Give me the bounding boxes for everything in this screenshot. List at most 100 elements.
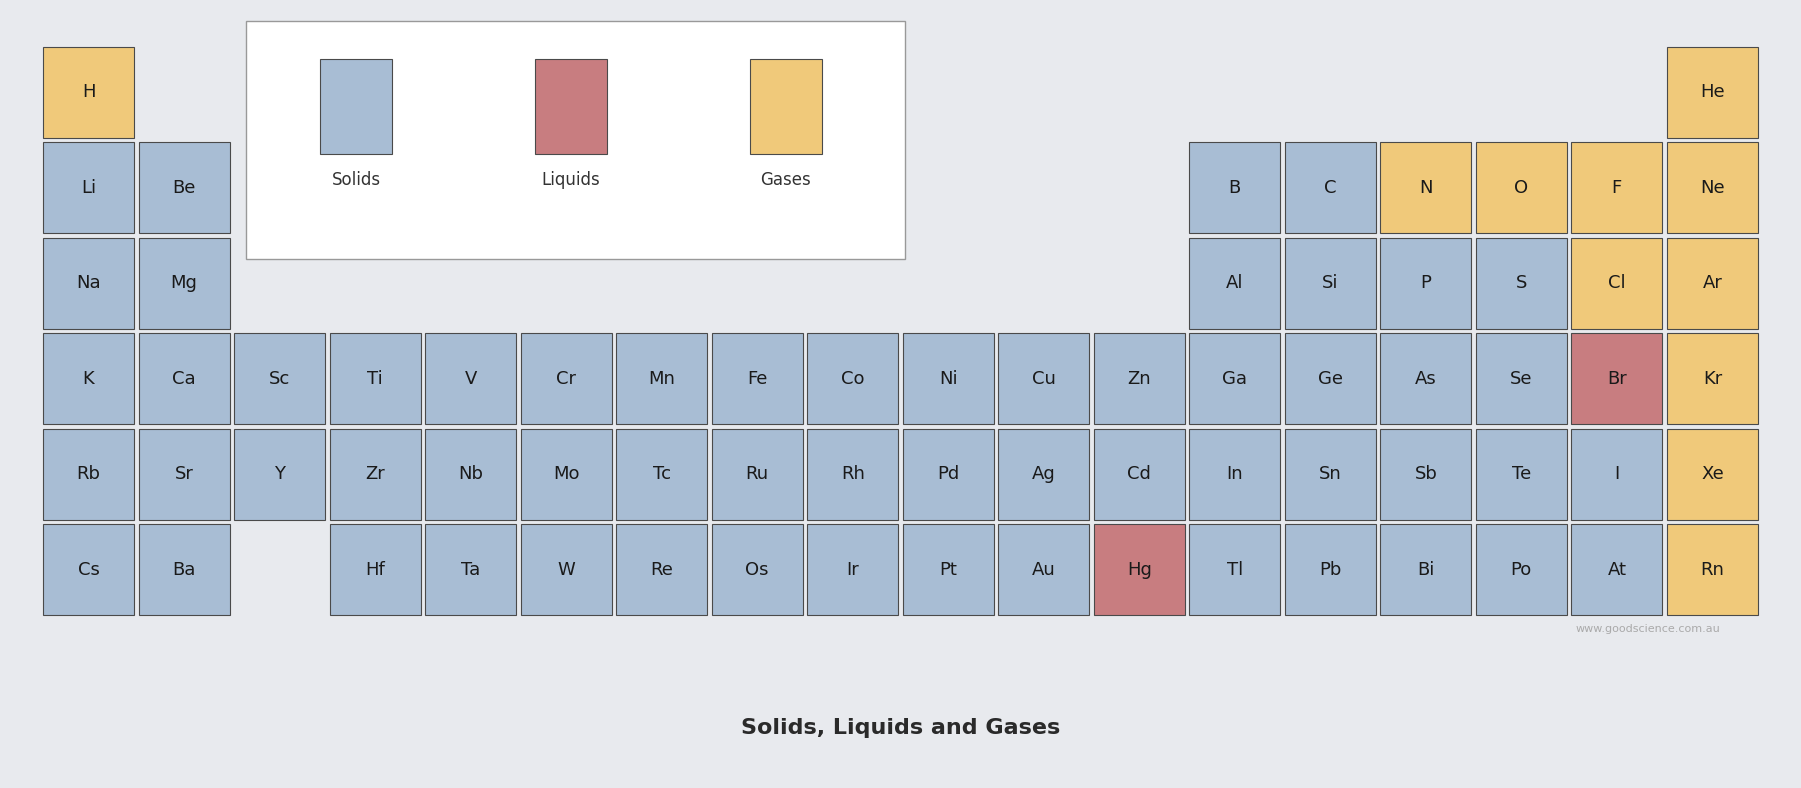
Text: N: N [1419, 179, 1432, 197]
FancyBboxPatch shape [1668, 143, 1758, 233]
Text: Zn: Zn [1127, 370, 1151, 388]
Text: V: V [465, 370, 477, 388]
FancyBboxPatch shape [139, 429, 229, 519]
FancyBboxPatch shape [711, 333, 803, 424]
FancyBboxPatch shape [1477, 429, 1567, 519]
Text: K: K [83, 370, 94, 388]
Text: Na: Na [76, 274, 101, 292]
FancyBboxPatch shape [902, 333, 994, 424]
Text: F: F [1612, 179, 1623, 197]
FancyBboxPatch shape [1380, 524, 1471, 615]
FancyBboxPatch shape [1380, 143, 1471, 233]
FancyBboxPatch shape [1189, 333, 1281, 424]
FancyBboxPatch shape [1477, 143, 1567, 233]
FancyBboxPatch shape [902, 429, 994, 519]
FancyBboxPatch shape [998, 429, 1090, 519]
FancyBboxPatch shape [1284, 429, 1376, 519]
FancyBboxPatch shape [1093, 524, 1185, 615]
FancyBboxPatch shape [807, 524, 899, 615]
Text: Liquids: Liquids [542, 172, 600, 189]
FancyBboxPatch shape [43, 429, 133, 519]
Text: Kr: Kr [1702, 370, 1722, 388]
FancyBboxPatch shape [43, 143, 133, 233]
Text: Mn: Mn [648, 370, 675, 388]
Text: Pd: Pd [937, 465, 960, 483]
FancyBboxPatch shape [616, 524, 708, 615]
FancyBboxPatch shape [1572, 238, 1662, 329]
FancyBboxPatch shape [535, 59, 607, 154]
FancyBboxPatch shape [807, 333, 899, 424]
FancyBboxPatch shape [749, 59, 821, 154]
Text: Nb: Nb [457, 465, 483, 483]
FancyBboxPatch shape [998, 333, 1090, 424]
Text: www.goodscience.com.au: www.goodscience.com.au [1576, 624, 1720, 634]
FancyBboxPatch shape [1284, 143, 1376, 233]
Text: Li: Li [81, 179, 95, 197]
FancyBboxPatch shape [1477, 333, 1567, 424]
Text: Mo: Mo [553, 465, 580, 483]
Text: Mg: Mg [171, 274, 198, 292]
FancyBboxPatch shape [330, 429, 421, 519]
Text: Tc: Tc [652, 465, 670, 483]
FancyBboxPatch shape [520, 333, 612, 424]
FancyBboxPatch shape [998, 524, 1090, 615]
FancyBboxPatch shape [1189, 238, 1281, 329]
FancyBboxPatch shape [43, 238, 133, 329]
Text: Ti: Ti [367, 370, 384, 388]
FancyBboxPatch shape [711, 429, 803, 519]
Text: Re: Re [650, 561, 674, 578]
Text: Co: Co [841, 370, 864, 388]
FancyBboxPatch shape [1572, 143, 1662, 233]
FancyBboxPatch shape [139, 524, 229, 615]
Text: Ne: Ne [1700, 179, 1725, 197]
Text: Cd: Cd [1127, 465, 1151, 483]
FancyBboxPatch shape [234, 429, 324, 519]
FancyBboxPatch shape [425, 429, 517, 519]
Text: I: I [1614, 465, 1619, 483]
Text: W: W [557, 561, 575, 578]
FancyBboxPatch shape [1380, 429, 1471, 519]
FancyBboxPatch shape [616, 333, 708, 424]
FancyBboxPatch shape [321, 59, 393, 154]
Text: Rb: Rb [77, 465, 101, 483]
FancyBboxPatch shape [1668, 238, 1758, 329]
Text: Zr: Zr [366, 465, 385, 483]
Text: B: B [1228, 179, 1241, 197]
Text: Solids, Liquids and Gases: Solids, Liquids and Gases [740, 719, 1061, 738]
Text: Sr: Sr [175, 465, 193, 483]
Text: Hf: Hf [366, 561, 385, 578]
Text: As: As [1416, 370, 1437, 388]
Text: Sc: Sc [268, 370, 290, 388]
FancyBboxPatch shape [1668, 333, 1758, 424]
FancyBboxPatch shape [1284, 238, 1376, 329]
Text: Os: Os [746, 561, 769, 578]
FancyBboxPatch shape [1572, 429, 1662, 519]
Text: Pb: Pb [1318, 561, 1342, 578]
Text: Po: Po [1511, 561, 1533, 578]
Text: Tl: Tl [1226, 561, 1243, 578]
FancyBboxPatch shape [43, 46, 133, 138]
Text: Ni: Ni [938, 370, 958, 388]
FancyBboxPatch shape [1189, 143, 1281, 233]
FancyBboxPatch shape [1668, 429, 1758, 519]
Text: Si: Si [1322, 274, 1338, 292]
FancyBboxPatch shape [1477, 524, 1567, 615]
Text: Ca: Ca [173, 370, 196, 388]
FancyBboxPatch shape [139, 238, 229, 329]
Text: H: H [81, 84, 95, 101]
Text: Xe: Xe [1700, 465, 1724, 483]
Text: Bi: Bi [1417, 561, 1435, 578]
FancyBboxPatch shape [711, 524, 803, 615]
FancyBboxPatch shape [234, 333, 324, 424]
Text: Cs: Cs [77, 561, 99, 578]
FancyBboxPatch shape [902, 524, 994, 615]
Text: Y: Y [274, 465, 285, 483]
Text: Ru: Ru [746, 465, 769, 483]
FancyBboxPatch shape [1093, 333, 1185, 424]
FancyBboxPatch shape [520, 524, 612, 615]
Text: Ag: Ag [1032, 465, 1055, 483]
FancyBboxPatch shape [616, 429, 708, 519]
FancyBboxPatch shape [330, 333, 421, 424]
Text: Ar: Ar [1702, 274, 1722, 292]
Text: Rh: Rh [841, 465, 864, 483]
